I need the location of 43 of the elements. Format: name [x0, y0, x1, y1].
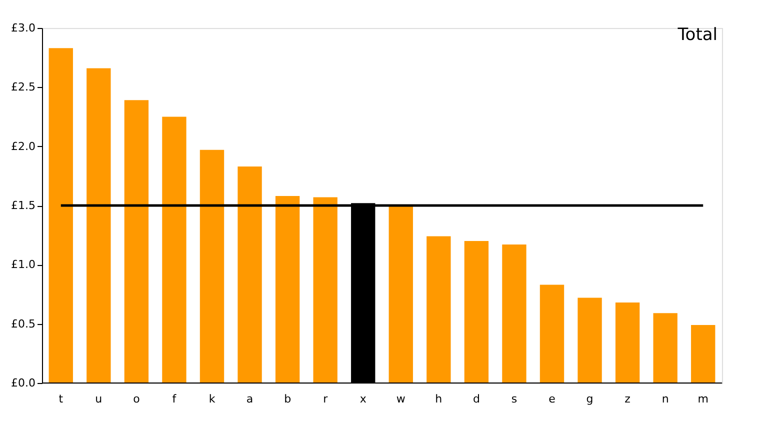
- y-tick-label: £0.0: [11, 376, 36, 390]
- bar: [426, 236, 451, 383]
- bar: [578, 298, 602, 383]
- x-tick-label: n: [662, 392, 669, 406]
- x-tick-label: o: [133, 392, 140, 406]
- bar: [275, 196, 300, 383]
- bar: [238, 166, 262, 383]
- bar: [540, 284, 564, 383]
- y-tick-label: £3.0: [11, 22, 36, 34]
- y-tick-label: £1.0: [11, 258, 36, 272]
- bar: [48, 48, 73, 383]
- y-tick-label: £0.5: [11, 317, 36, 330]
- chart-title: Total: [676, 25, 718, 45]
- y-tick-label: £2.0: [11, 140, 36, 153]
- x-tick-label: r: [323, 392, 328, 406]
- bar: [86, 68, 111, 383]
- x-tick-label: t: [58, 392, 64, 406]
- bar: [502, 244, 526, 383]
- bar: [388, 206, 413, 383]
- x-tick-label: m: [698, 392, 708, 406]
- x-tick-label: w: [396, 392, 406, 406]
- bar: [653, 313, 678, 383]
- bar: [464, 241, 489, 383]
- bar: [313, 197, 338, 383]
- bar: [691, 325, 716, 383]
- x-tick-label: d: [472, 392, 480, 406]
- x-tick-label: k: [208, 392, 216, 406]
- bar: [162, 116, 186, 383]
- bar: [615, 302, 640, 383]
- x-tick-label: h: [435, 392, 442, 406]
- x-tick-label: a: [246, 392, 254, 406]
- bar: [200, 150, 224, 383]
- x-tick-label: s: [511, 392, 518, 406]
- x-tick-label: g: [586, 392, 594, 406]
- x-tick-label: f: [172, 392, 178, 406]
- y-tick-label: £2.5: [11, 80, 36, 94]
- x-tick-label: u: [95, 392, 102, 406]
- y-tick-label: £1.5: [11, 199, 36, 212]
- bar: [124, 100, 149, 383]
- x-tick-label: x: [360, 392, 367, 406]
- x-tick-label: z: [624, 392, 631, 406]
- x-tick-label: b: [284, 392, 292, 406]
- x-tick-label: e: [548, 392, 556, 406]
